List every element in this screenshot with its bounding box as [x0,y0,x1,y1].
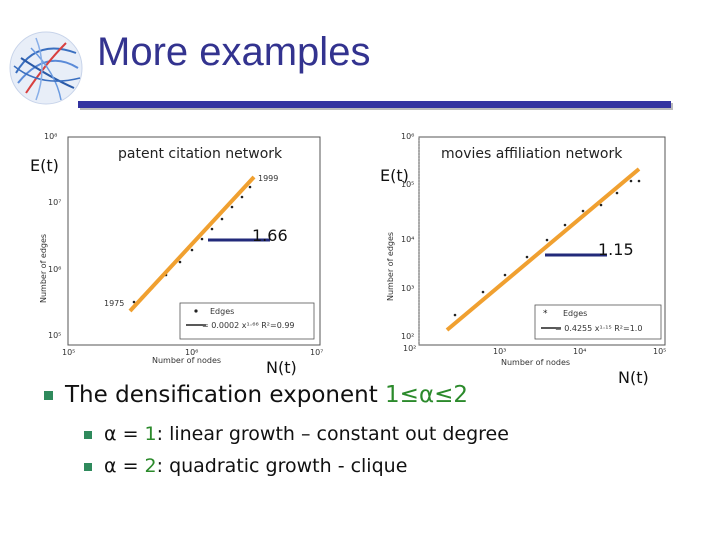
left-y-tick: 10⁸ [44,132,57,141]
right-axis-xlabel: Number of nodes [501,358,570,367]
right-exponent-label: 1.15 [598,240,634,259]
right-axis-ylabel: Number of edges [386,232,395,301]
right-x-overlay-label: N(t) [618,368,649,387]
right-plot-title: movies affiliation network [441,146,623,162]
bullet-square-icon [84,462,92,471]
right-y-overlay-label: E(t) [380,166,409,185]
right-x-tick: 10⁴ [573,347,586,356]
left-x-tick: 10⁵ [62,348,75,357]
right-x-tick: 10² [403,344,416,353]
left-plot-title: patent citation network [118,146,283,162]
left-x-tick: 10⁶ [185,348,198,357]
right-y-tick: 10⁵ [401,180,414,189]
bullet-square-icon [44,391,53,400]
left-axis-ylabel: Number of edges [39,234,48,303]
slide-title: More examples [97,30,371,74]
left-x-tick: 10⁷ [310,348,323,357]
right-y-tick: 10⁴ [401,235,414,244]
left-x-overlay-label: N(t) [266,358,297,377]
right-legend-fit: = 0.4255 x¹·¹⁵ R²=1.0 [555,324,642,333]
network-logo-icon [9,31,83,105]
right-fit-line [445,167,641,332]
bullet-main: The densification exponent 1≤α≤2 [44,382,468,408]
bullet-sub-1-text: : linear growth – constant out degree [156,423,509,445]
right-y-tick: 10² [401,332,414,341]
right-legend [534,304,662,340]
left-y-tick: 10⁷ [48,198,61,207]
left-legend-points: Edges [210,307,234,316]
bullet-sub-2: α = 2: quadratic growth - clique [84,455,407,477]
left-plot-chart: 10⁸ 10⁷ 10⁶ 10⁵ 10⁵ 10⁶ 10⁷ Number of no… [39,132,323,365]
right-legend-points: Edges [563,309,587,318]
right-x-tick: 10⁵ [653,347,666,356]
bullet-sub-1-value: 1 [144,423,157,445]
title-underline [78,101,671,108]
left-year-end: 1999 [258,174,278,183]
left-year-start: 1975 [104,299,124,308]
bullet-sub-2-prefix: α = [104,455,145,477]
bullet-sub-1: α = 1: linear growth – constant out degr… [84,423,509,445]
right-y-tick: 10³ [401,284,414,293]
left-y-overlay-label: E(t) [30,156,59,175]
bullet-sub-2-value: 2 [144,455,157,477]
left-y-tick: 10⁶ [48,265,61,274]
bullet-square-icon [84,430,92,439]
bullet-main-range: 1≤α≤2 [385,382,469,408]
bullet-main-text: The densification exponent [65,382,386,408]
right-plot-chart: 10⁶ 10⁵ 10⁴ 10³ 10² 10² 10³ 10⁴ 10⁵ Numb… [386,132,666,367]
left-y-tick: 10⁵ [48,331,61,340]
left-axis-xlabel: Number of nodes [152,356,221,365]
left-exponent-label: 1.66 [252,226,288,245]
right-y-tick: 10⁶ [401,132,414,141]
right-data-points [453,179,641,317]
left-legend-fit: = 0.0002 x¹·⁶⁶ R²=0.99 [202,321,295,330]
bullet-sub-2-text: : quadratic growth - clique [156,455,408,477]
left-fit-line [128,175,256,313]
bullet-sub-1-prefix: α = [104,423,145,445]
svg-text:*: * [543,309,548,319]
left-legend [179,302,315,340]
right-x-tick: 10³ [493,347,506,356]
